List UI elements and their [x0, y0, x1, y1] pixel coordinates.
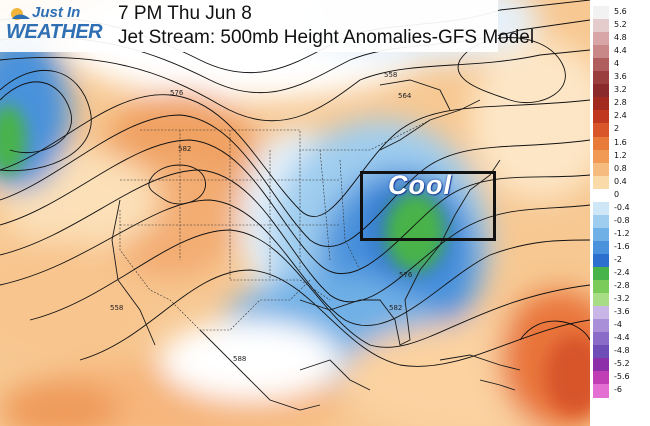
scale-tick-label: -4.4: [614, 333, 630, 343]
scale-swatch: [593, 345, 609, 359]
color-scale: 5.6 5.2 4.8 4.4 4 3.6 3.2 2.8 2.4 2 1.6 1.2 0.8 0.4 0 -…: [590, 0, 650, 426]
contour-labels: 576 582 558 564 576 582 588 558: [110, 71, 413, 363]
title-panel: Just In WEATHER 7 PM Thu Jun 8 Jet Strea…: [0, 0, 534, 52]
scale-swatch: [593, 19, 609, 33]
scale-tick-label: 1.2: [614, 150, 627, 160]
scale-tick-label: -4: [614, 320, 622, 330]
scale-tick-label: -2: [614, 254, 622, 264]
scale-tick-label: -3.2: [614, 294, 630, 304]
scale-swatch: [593, 280, 609, 294]
scale-swatch: [593, 227, 609, 242]
scale-tick-label: -4.8: [614, 346, 630, 356]
contour-label: 558: [384, 71, 397, 79]
scale-swatch: [593, 97, 609, 111]
scale-tick-label: -2.4: [614, 268, 630, 277]
scale-swatch: [593, 149, 609, 164]
coastlines: [111, 79, 521, 411]
forecast-time: 7 PM Thu Jun 8: [118, 3, 252, 24]
scale-swatch: [593, 267, 609, 281]
scale-tick-label: 1.6: [614, 137, 627, 147]
highlight-box: [360, 171, 496, 241]
just-in-weather-logo: Just In WEATHER: [6, 4, 106, 48]
scale-swatch: [593, 319, 609, 333]
scale-swatch: [593, 253, 609, 268]
scale-swatch: [593, 332, 609, 346]
scale-swatch: [593, 71, 609, 85]
scale-tick-label: 5.6: [614, 7, 627, 16]
map-title: Jet Stream: 500mb Height Anomalies-GFS M…: [118, 27, 535, 48]
scale-tick-label: -0.4: [614, 202, 630, 212]
contour-label: 558: [110, 304, 123, 312]
scale-tick-label: -1.2: [614, 228, 630, 238]
scale-swatch: [593, 6, 609, 20]
contour-label: 582: [178, 145, 191, 153]
scale-tick-label: -5.6: [614, 372, 630, 382]
scale-swatch: [593, 293, 609, 307]
contour-label: 564: [398, 92, 412, 100]
cool-annotation: Cool: [388, 170, 452, 200]
contour-label: 576: [170, 89, 184, 97]
scale-tick-label: -2.8: [614, 281, 630, 291]
scale-tick-label: -6: [614, 385, 622, 395]
anomaly-map-canvas: 576 582 558 564 576 582 588 558: [0, 0, 590, 426]
scale-tick-label: -3.6: [614, 307, 630, 317]
scale-tick-label: 0.8: [614, 163, 627, 173]
logo-text-line2: WEATHER: [6, 21, 103, 43]
contour-label: 588: [233, 355, 246, 363]
scale-swatch: [593, 58, 609, 72]
strong-anomaly-cores: [0, 105, 590, 415]
scale-swatch: [593, 32, 609, 46]
scale-tick-label: -1.6: [614, 241, 630, 251]
scale-tick-label: 0: [614, 189, 620, 199]
scale-swatch: [593, 201, 609, 216]
scale-swatch: [593, 214, 609, 229]
scale-swatch: [593, 358, 609, 372]
scale-swatch: [593, 162, 609, 177]
scale-swatch: [593, 175, 609, 190]
logo-sun-icon: [11, 8, 30, 20]
contour-label: 576: [399, 271, 413, 279]
scale-swatch: [593, 45, 609, 59]
scale-swatch: [593, 123, 609, 137]
contour-label: 582: [389, 304, 402, 312]
scale-tick-label: 2: [614, 124, 620, 134]
scale-tick-label: 3.2: [614, 85, 627, 95]
scale-tick-label: 2.8: [614, 98, 627, 108]
scale-tick-label: 4: [614, 59, 620, 69]
scale-tick-label: 3.6: [614, 72, 627, 82]
scale-swatch: [593, 136, 609, 151]
scale-tick-label: 5.2: [614, 20, 627, 30]
logo-text-line1: Just In: [32, 4, 81, 21]
scale-swatch: [593, 371, 609, 385]
scale-swatch: [593, 84, 609, 98]
scale-swatch: [593, 240, 609, 255]
scale-swatch: [593, 384, 609, 398]
weather-map: 576 582 558 564 576 582 588 558 Just In …: [0, 0, 590, 426]
scale-tick-label: 2.4: [614, 111, 627, 121]
scale-tick-label: -0.8: [614, 215, 630, 225]
scale-tick-label: 4.4: [614, 46, 627, 56]
scale-swatch: [593, 188, 609, 203]
scale-swatch: [593, 306, 609, 320]
scale-tick-label: 4.8: [614, 33, 627, 43]
scale-tick-label: 0.4: [614, 176, 627, 186]
scale-swatch: [593, 110, 609, 124]
scale-tick-label: -5.2: [614, 359, 630, 369]
